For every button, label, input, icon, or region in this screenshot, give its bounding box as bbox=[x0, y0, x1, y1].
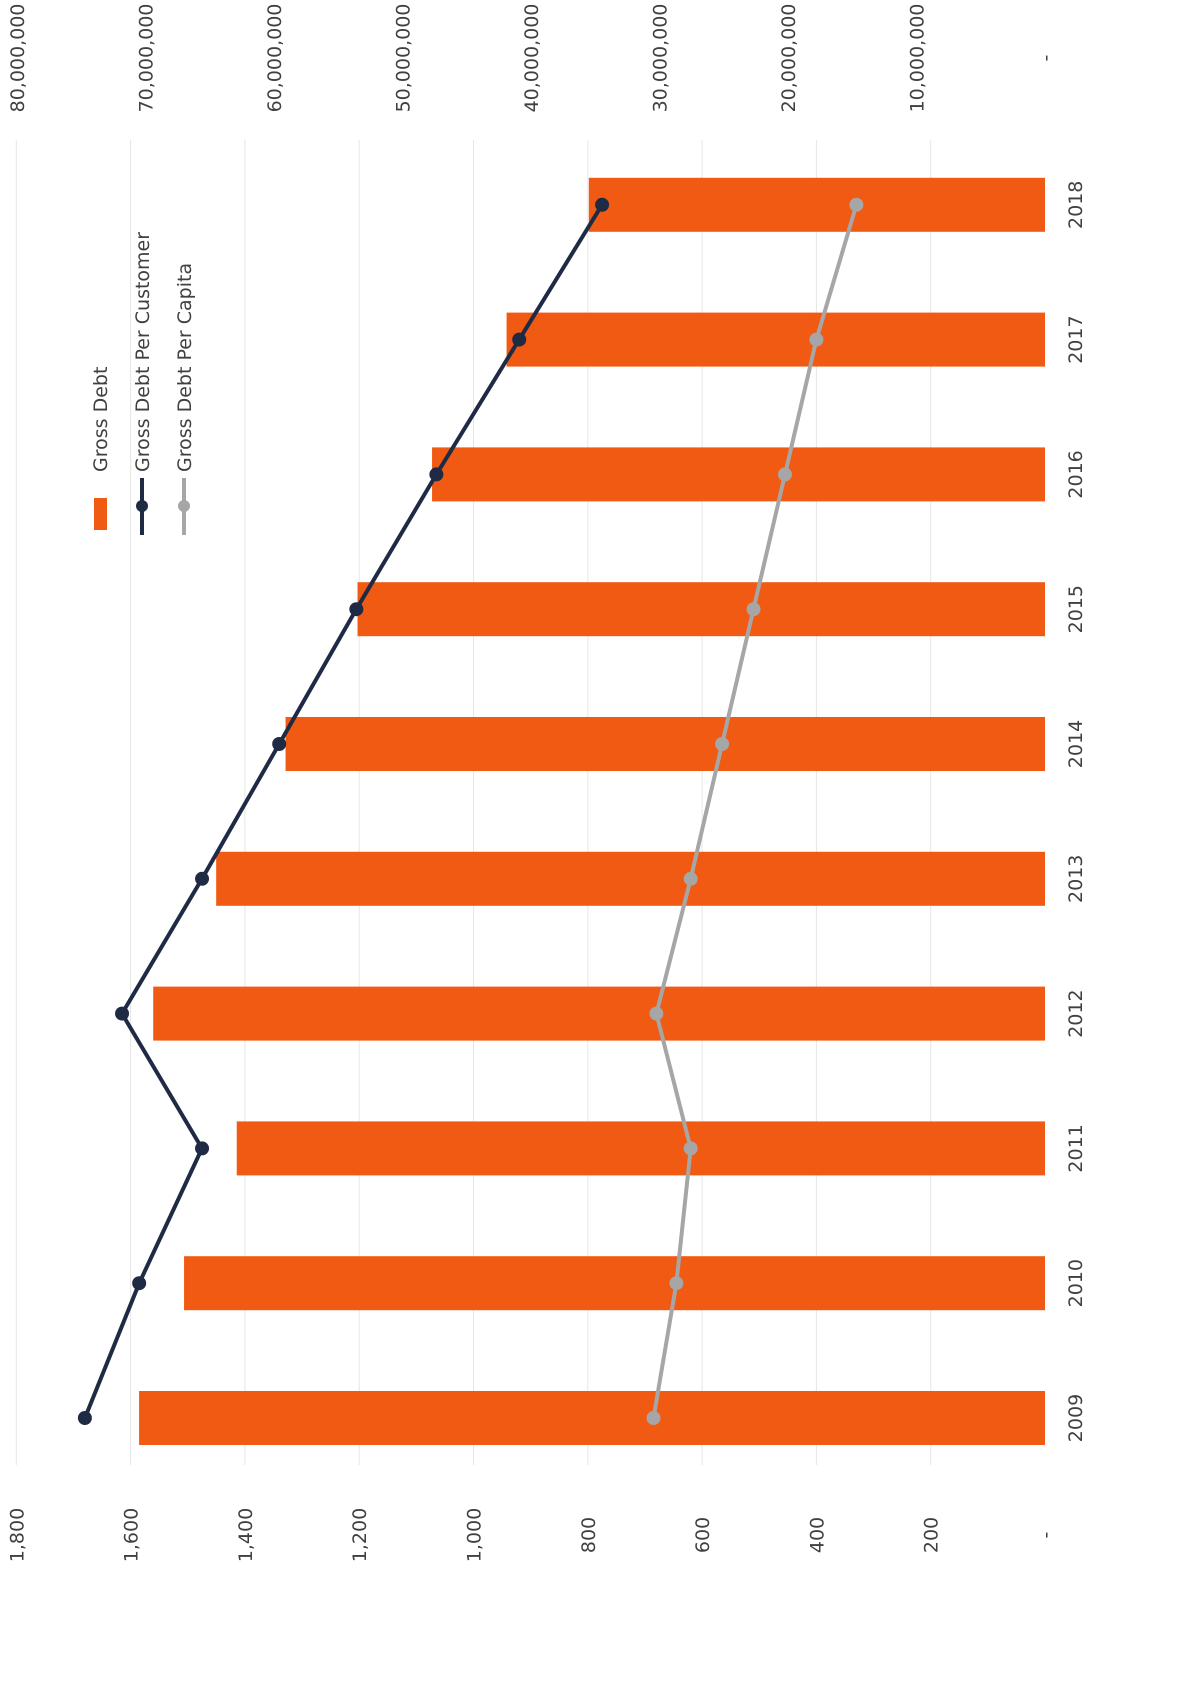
bar-2018 bbox=[588, 177, 1045, 232]
point-gross-debt-per-capita-2014 bbox=[715, 737, 730, 751]
point-gross-debt-per-capita-2013 bbox=[683, 871, 698, 886]
category-tick-label: 2018 bbox=[1065, 181, 1087, 229]
secondary-tick-label: 50,000,000 bbox=[393, 4, 415, 113]
legend-label-gross-debt-per-customer: Gross Debt Per Customer bbox=[132, 232, 154, 472]
point-gross-debt-per-customer-2018 bbox=[595, 197, 610, 212]
legend-label-gross-debt: Gross Debt bbox=[90, 367, 112, 472]
secondary-tick-label: 70,000,000 bbox=[136, 4, 158, 113]
category-tick-label: 2017 bbox=[1065, 315, 1087, 363]
bar-2009 bbox=[139, 1391, 1045, 1445]
bar-2010 bbox=[184, 1256, 1046, 1311]
bar-2015 bbox=[357, 582, 1045, 637]
primary-tick-label: 1,600 bbox=[121, 1508, 143, 1562]
legend-marker-gross-debt-per-capita bbox=[178, 500, 190, 512]
secondary-tick-label: 40,000,000 bbox=[521, 4, 543, 113]
primary-tick-label: 200 bbox=[921, 1517, 943, 1553]
category-tick-label: 2012 bbox=[1065, 989, 1087, 1037]
primary-tick-label: 1,800 bbox=[6, 1508, 28, 1562]
category-axis-ticks: 2009 2010 2011 2012 2013 2014 2015 2016 2017 2018 bbox=[1065, 181, 1087, 1443]
primary-tick-label: 1,000 bbox=[464, 1508, 486, 1562]
bar-series-gross-debt bbox=[139, 177, 1046, 1445]
category-tick-label: 2014 bbox=[1065, 720, 1087, 768]
point-gross-debt-per-capita-2018 bbox=[849, 197, 864, 212]
bar-2012 bbox=[153, 986, 1045, 1041]
legend-marker-gross-debt-per-customer bbox=[136, 500, 148, 512]
secondary-tick-label: 30,000,000 bbox=[650, 4, 672, 113]
point-gross-debt-per-customer-2015 bbox=[349, 602, 364, 617]
secondary-tick-label: 20,000,000 bbox=[778, 4, 800, 113]
point-gross-debt-per-capita-2012 bbox=[649, 1006, 664, 1021]
legend-label-gross-debt-per-capita: Gross Debt Per Capita bbox=[174, 263, 196, 472]
primary-tick-label: 600 bbox=[692, 1517, 714, 1553]
point-gross-debt-per-customer-2011 bbox=[195, 1141, 210, 1156]
point-gross-debt-per-customer-2013 bbox=[195, 871, 210, 886]
point-gross-debt-per-customer-2009 bbox=[77, 1411, 92, 1425]
bar-2013 bbox=[216, 851, 1046, 906]
category-tick-label: 2016 bbox=[1065, 450, 1087, 498]
primary-tick-label: 1,200 bbox=[349, 1508, 371, 1562]
category-tick-label: 2011 bbox=[1065, 1124, 1087, 1172]
point-gross-debt-per-customer-2016 bbox=[429, 467, 444, 482]
secondary-tick-label: - bbox=[1035, 55, 1057, 62]
point-gross-debt-per-capita-2010 bbox=[669, 1276, 684, 1291]
category-tick-label: 2015 bbox=[1065, 585, 1087, 633]
bar-2014 bbox=[285, 717, 1045, 771]
point-gross-debt-per-customer-2012 bbox=[115, 1006, 130, 1021]
category-tick-label: 2013 bbox=[1065, 855, 1087, 903]
point-gross-debt-per-capita-2017 bbox=[809, 332, 824, 347]
point-gross-debt-per-capita-2009 bbox=[646, 1411, 661, 1425]
point-gross-debt-per-capita-2016 bbox=[777, 467, 792, 482]
line-gross-debt-per-capita bbox=[651, 204, 859, 1419]
legend: Gross Debt Gross Debt Per Customer Gross D… bbox=[90, 232, 196, 535]
point-gross-debt-per-customer-2010 bbox=[132, 1276, 147, 1291]
category-tick-label: 2009 bbox=[1065, 1394, 1087, 1442]
line-gross-debt-per-customer bbox=[83, 203, 604, 1419]
point-gross-debt-per-capita-2015 bbox=[746, 602, 761, 617]
secondary-axis-ticks: - 10,000,000 20,000,000 30,000,000 40,000,00… bbox=[7, 4, 1057, 113]
secondary-tick-label: 60,000,000 bbox=[264, 4, 286, 113]
primary-axis-ticks: - 200 400 600 800 1,000 1,200 1,400 1,600 1,800 bbox=[6, 1508, 1057, 1562]
primary-tick-label: 800 bbox=[578, 1517, 600, 1553]
bar-2017 bbox=[506, 312, 1046, 367]
legend-swatch-gross-debt bbox=[94, 498, 107, 530]
point-gross-debt-per-customer-2014 bbox=[272, 737, 287, 751]
primary-tick-label: 400 bbox=[806, 1517, 828, 1553]
secondary-tick-label: 80,000,000 bbox=[7, 4, 29, 113]
point-gross-debt-per-capita-2011 bbox=[683, 1141, 698, 1156]
bar-2011 bbox=[236, 1121, 1046, 1176]
bar-2016 bbox=[432, 447, 1045, 502]
primary-tick-label: 1,400 bbox=[235, 1508, 257, 1562]
category-tick-label: 2010 bbox=[1065, 1259, 1087, 1307]
point-gross-debt-per-customer-2017 bbox=[512, 332, 527, 347]
secondary-tick-label: 10,000,000 bbox=[907, 4, 929, 113]
line-series bbox=[77, 197, 864, 1425]
primary-tick-label: - bbox=[1035, 1532, 1057, 1539]
